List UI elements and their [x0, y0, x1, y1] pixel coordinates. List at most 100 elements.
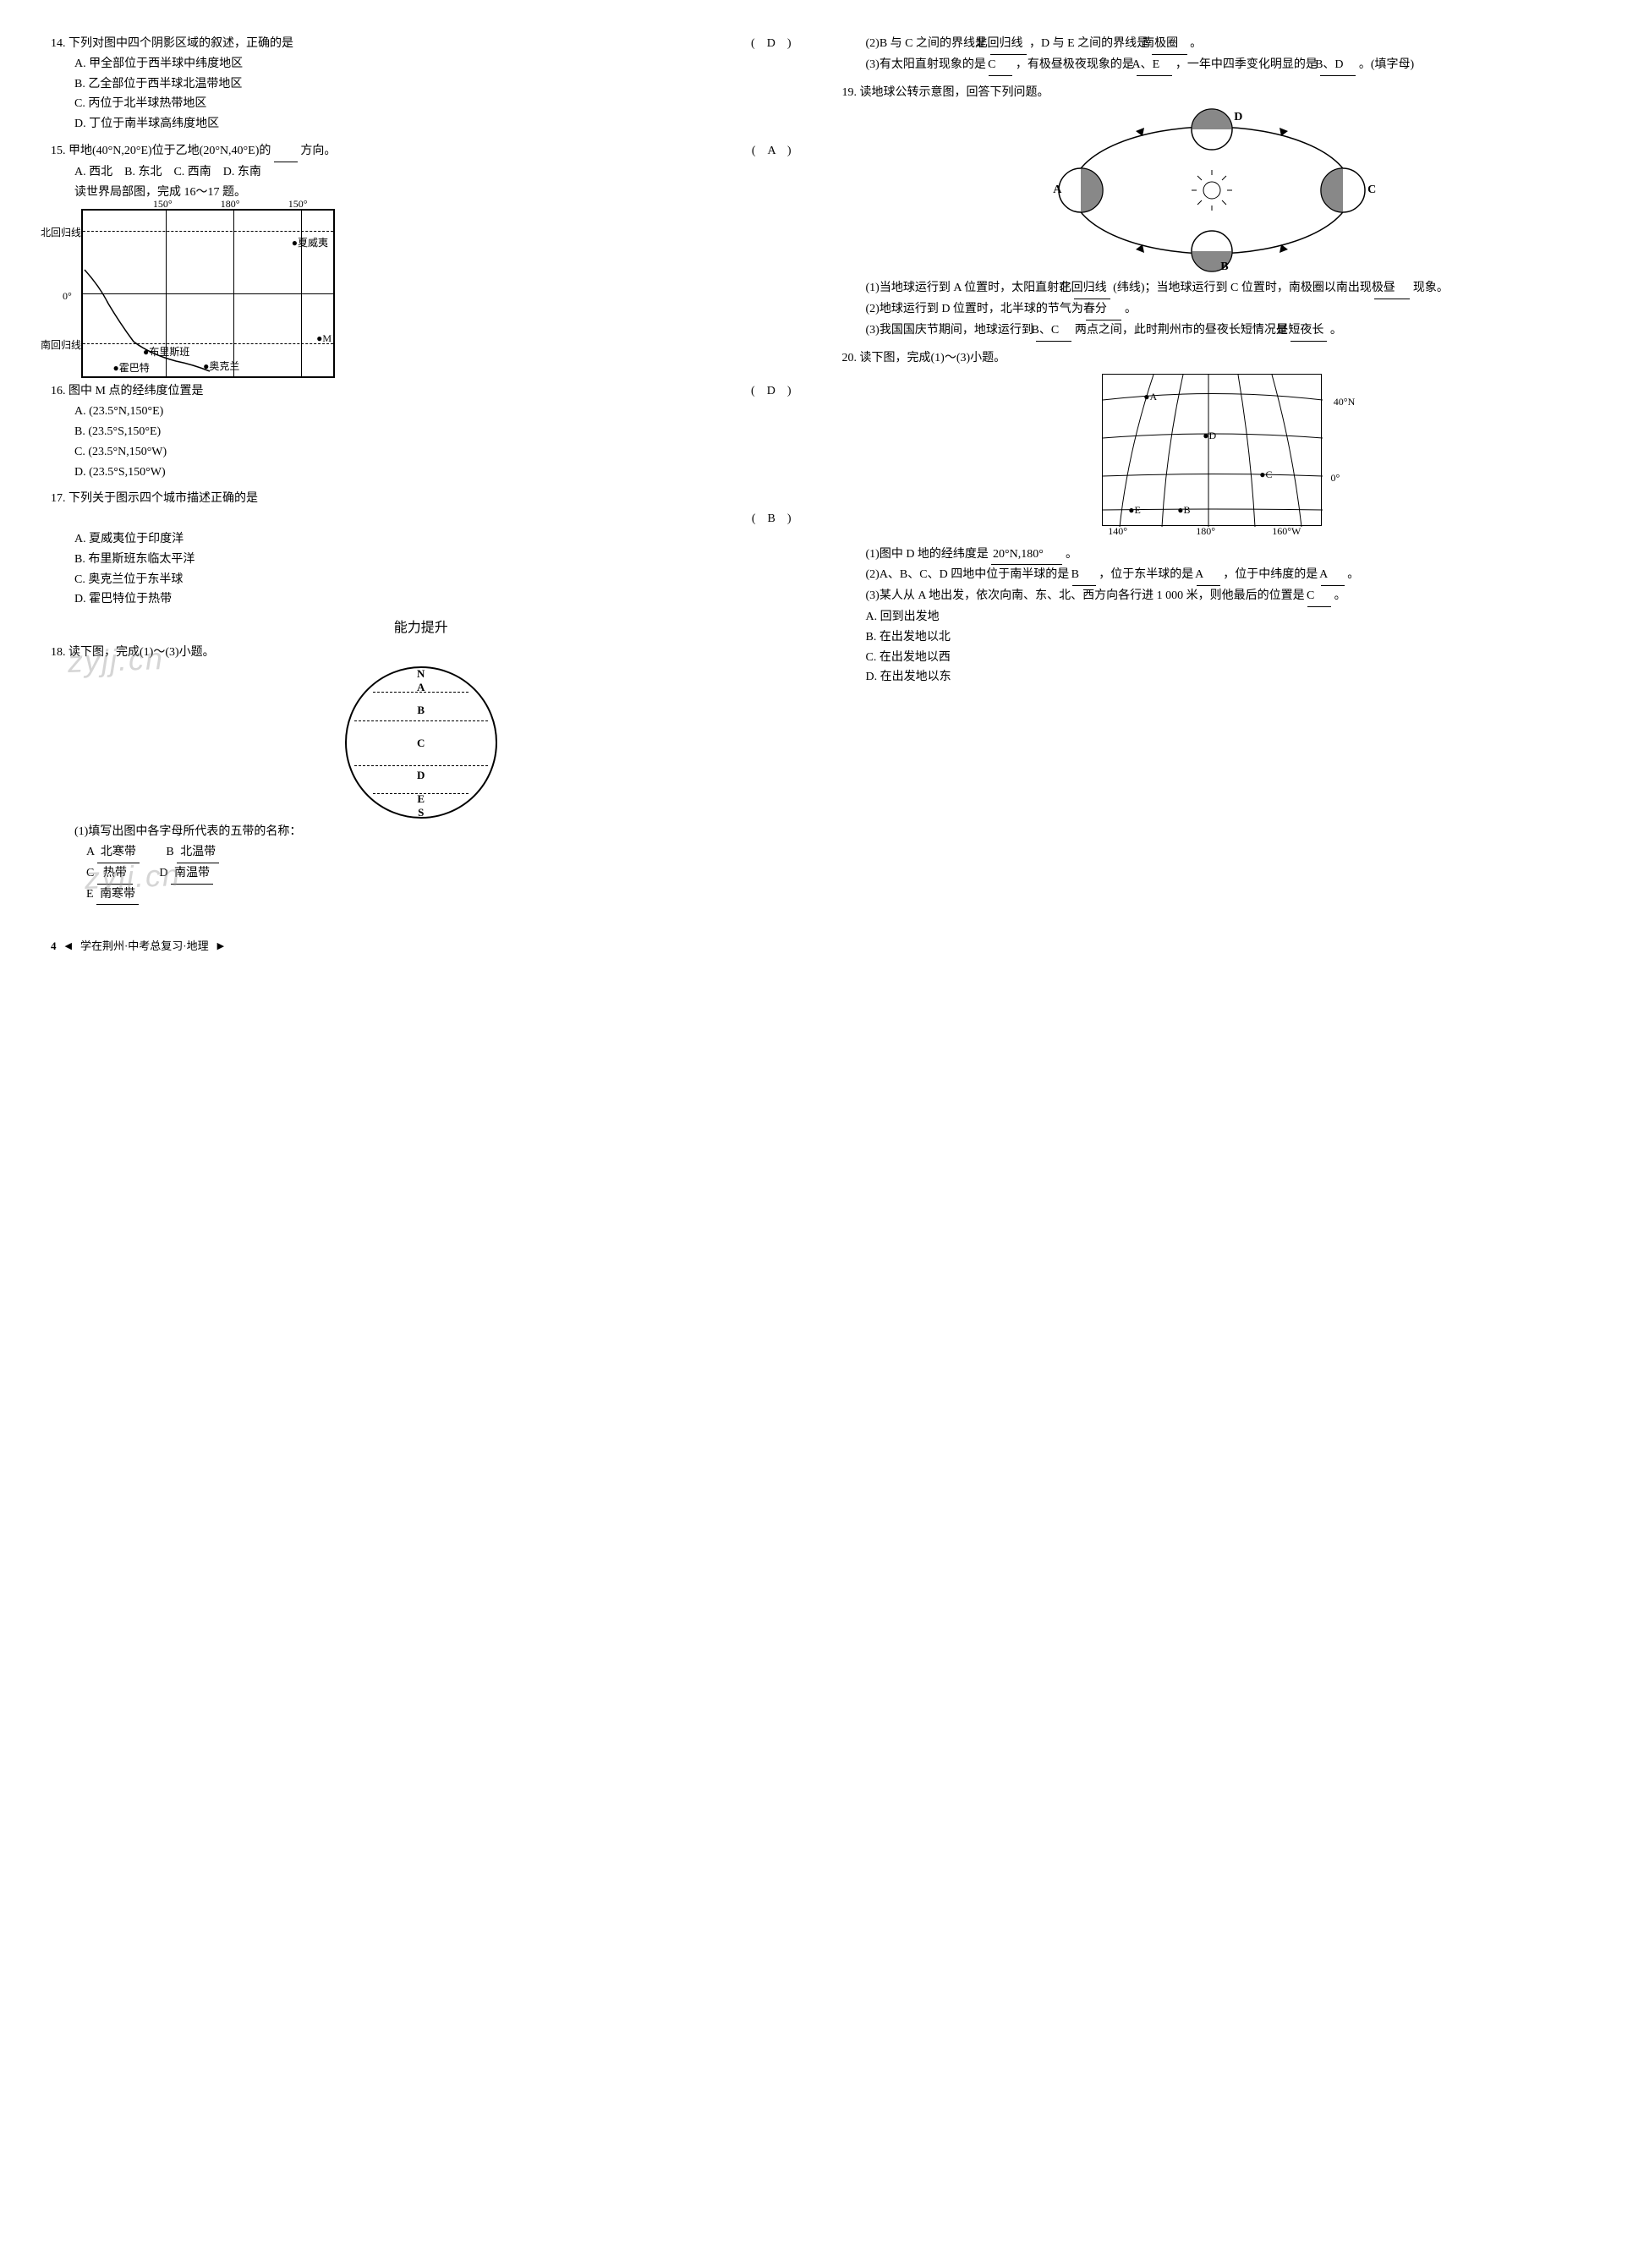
world-map-figure: 150° 180° 150° 北回归线 0° 南回归线 ●夏威夷 ●M ●布里斯… — [81, 209, 335, 378]
latlon-grid: 40°N 0° 140° 180° 160°W ●A ●B ●C ●D ●E — [1102, 374, 1322, 526]
q17-ans-letter: B — [767, 512, 775, 525]
q18s3-b: ，有极昼极夜现象的是 — [1016, 58, 1134, 71]
q20s3-b: 。 — [1334, 589, 1346, 602]
footer-tri-left: ◀ — [65, 939, 72, 955]
q20-sub3: (3)某人从 A 地出发，依次向南、东、北、西方向各行进 1 000 米，则他最… — [860, 586, 1583, 607]
question-18-continued: (2)B 与 C 之间的界线是 北回归线 ，D 与 E 之间的界线是 南极圈 。… — [842, 34, 1583, 76]
q20-stem: 读下图，完成(1)～(3)小题。 — [860, 352, 1006, 364]
q19s3-f1: B、C — [1036, 320, 1071, 342]
q18s3-a: (3)有太阳直射现象的是 — [866, 58, 986, 71]
q18-number: 18. — [51, 646, 66, 659]
globe-C — [1321, 168, 1365, 212]
q17-opt-c: C. 奥克兰位于东半球 — [51, 570, 792, 590]
q19-sub3: (3)我国国庆节期间，地球运行到 B、C 两点之间，此时荆州市的昼夜长短情况是 … — [860, 320, 1583, 342]
right-column: (2)B 与 C 之间的界线是 北回归线 ，D 与 E 之间的界线是 南极圈 。… — [842, 34, 1583, 912]
q20s1-a: (1)图中 D 地的经纬度是 — [866, 548, 989, 561]
q15-number: 15. — [51, 145, 66, 157]
globe-D — [1192, 109, 1232, 150]
q19-number: 19. — [842, 86, 858, 99]
grid-C: ●C — [1259, 466, 1272, 483]
q18-sub2: (2)B 与 C 之间的界线是 北回归线 ，D 与 E 之间的界线是 南极圈 。 — [860, 34, 1583, 55]
q20s2-d: 。 — [1347, 568, 1359, 581]
question-14: 14. 下列对图中四个阴影区域的叙述，正确的是 ( D ) A. 甲全部位于西半… — [51, 34, 792, 134]
q17-opt-a: A. 夏威夷位于印度洋 — [51, 529, 792, 550]
q18-fill-grid: zyjj.cn A 北寒带 B 北温带 C 热带 D 南温带 E 南寒带 — [51, 842, 792, 905]
zone-C: C — [417, 734, 425, 753]
q20-number: 20. — [842, 352, 858, 364]
q19-sub2: (2)地球运行到 D 位置时，北半球的节气为 春分 。 — [860, 299, 1583, 320]
q16-opt-a: A. (23.5°N,150°E) — [51, 402, 792, 422]
orbit-diagram: A B C D — [1051, 106, 1373, 275]
q20s2-b: ，位于东半球的是 — [1099, 568, 1193, 581]
fill-C: 热带 — [97, 863, 133, 885]
q19-stem: 读地球公转示意图，回答下列问题。 — [860, 86, 1049, 99]
q18s2-f2: 南极圈 — [1152, 34, 1187, 55]
map-equator: 0° — [63, 288, 72, 304]
q19s1-b: (纬线)；当地球运行到 C 位置时，南极圈以南出现 — [1113, 282, 1372, 294]
globe-A — [1059, 168, 1103, 212]
fill-A: 北寒带 — [97, 842, 140, 863]
q20s2-c: ，位于中纬度的是 — [1223, 568, 1318, 581]
zone-A: A — [417, 678, 425, 697]
q14-opt-a: A. 甲全部位于西半球中纬度地区 — [51, 54, 792, 74]
q14-answer: ( D ) — [751, 34, 791, 54]
section-ability: 能力提升 — [51, 616, 792, 639]
q18s3-f3: B、D — [1320, 55, 1356, 76]
footer-tri-right: ▶ — [217, 939, 224, 955]
q14-opt-c: C. 丙位于北半球热带地区 — [51, 94, 792, 114]
q14-stem: 下列对图中四个阴影区域的叙述，正确的是 — [68, 37, 293, 50]
q19-sub1: (1)当地球运行到 A 位置时，太阳直射在 北回归线 (纬线)；当地球运行到 C… — [860, 278, 1583, 299]
zone-S: S — [418, 803, 424, 822]
q18s2-f1: 北回归线 — [990, 34, 1027, 55]
q18s3-d: 。(填字母) — [1359, 58, 1414, 71]
q15-stem-b: 方向。 — [300, 145, 336, 157]
grid-B: ●B — [1177, 501, 1190, 518]
orbit-C: C — [1367, 180, 1376, 200]
q14-opt-d: D. 丁位于南半球高纬度地区 — [51, 114, 792, 134]
grid-D: ●D — [1203, 427, 1216, 444]
fill-A-label: A — [86, 846, 94, 858]
fill-C-label: C — [86, 867, 94, 879]
q19s1-a: (1)当地球运行到 A 位置时，太阳直射在 — [866, 282, 1071, 294]
coastline-svg — [83, 211, 333, 376]
q17-opt-d: D. 霍巴特位于热带 — [51, 589, 792, 610]
q20-opt-c: C. 在出发地以西 — [842, 648, 1583, 668]
q15-options: A. 西北 B. 东北 C. 西南 D. 东南 — [51, 162, 792, 183]
question-19: 19. 读地球公转示意图，回答下列问题。 — [842, 83, 1583, 342]
q19s1-c: 现象。 — [1413, 282, 1449, 294]
watermark-1: zyjj.cn — [67, 633, 165, 688]
left-column: 14. 下列对图中四个阴影区域的叙述，正确的是 ( D ) A. 甲全部位于西半… — [51, 34, 792, 912]
q20s1-f1: 20°N,180° — [991, 545, 1062, 566]
q17-answer: ( B ) — [51, 509, 792, 529]
q20-sub2: (2)A、B、C、D 四地中位于南半球的是 B ，位于东半球的是 A ，位于中纬… — [860, 565, 1583, 586]
q16-opt-d: D. (23.5°S,150°W) — [51, 463, 792, 483]
grid-lon160w: 160°W — [1272, 523, 1301, 540]
q20-sub1: (1)图中 D 地的经纬度是 20°N,180° 。 — [860, 545, 1583, 566]
grid-lat40: 40°N — [1334, 393, 1355, 410]
q16-ans-letter: D — [767, 385, 775, 397]
grid-lat0: 0° — [1330, 469, 1340, 486]
fill-E-label: E — [86, 888, 94, 901]
q19s1-f1: 北回归线 — [1074, 278, 1110, 299]
q20s2-f1: B — [1072, 565, 1096, 586]
q15-answer: ( A ) — [752, 141, 792, 162]
q19s1-f2: 极昼 — [1374, 278, 1410, 299]
q18s3-f2: A、E — [1137, 55, 1172, 76]
q20s2-f3: A — [1321, 565, 1345, 586]
q18s2-b: ，D 与 E 之间的界线是 — [1029, 37, 1148, 50]
map-tropic-capricorn: 南回归线 — [41, 337, 81, 353]
zone-line2 — [354, 720, 488, 721]
q15-blank — [274, 141, 298, 162]
q14-ans-letter: D — [767, 37, 775, 50]
fill-B-label: B — [166, 846, 173, 858]
q20s2-a: (2)A、B、C、D 四地中位于南半球的是 — [866, 568, 1070, 581]
q20-opt-d: D. 在出发地以东 — [842, 667, 1583, 688]
zone-D: D — [417, 766, 425, 785]
q19s3-a: (3)我国国庆节期间，地球运行到 — [866, 324, 1033, 337]
fill-D-label: D — [159, 867, 167, 879]
q20-opt-a: A. 回到出发地 — [842, 607, 1583, 627]
q18s2-c: 。 — [1190, 37, 1202, 50]
q16-opt-b: B. (23.5°S,150°E) — [51, 422, 792, 442]
q16-stem: 图中 M 点的经纬度位置是 — [68, 385, 203, 397]
question-16: 16. 图中 M 点的经纬度位置是 ( D ) A. (23.5°N,150°E… — [51, 381, 792, 482]
